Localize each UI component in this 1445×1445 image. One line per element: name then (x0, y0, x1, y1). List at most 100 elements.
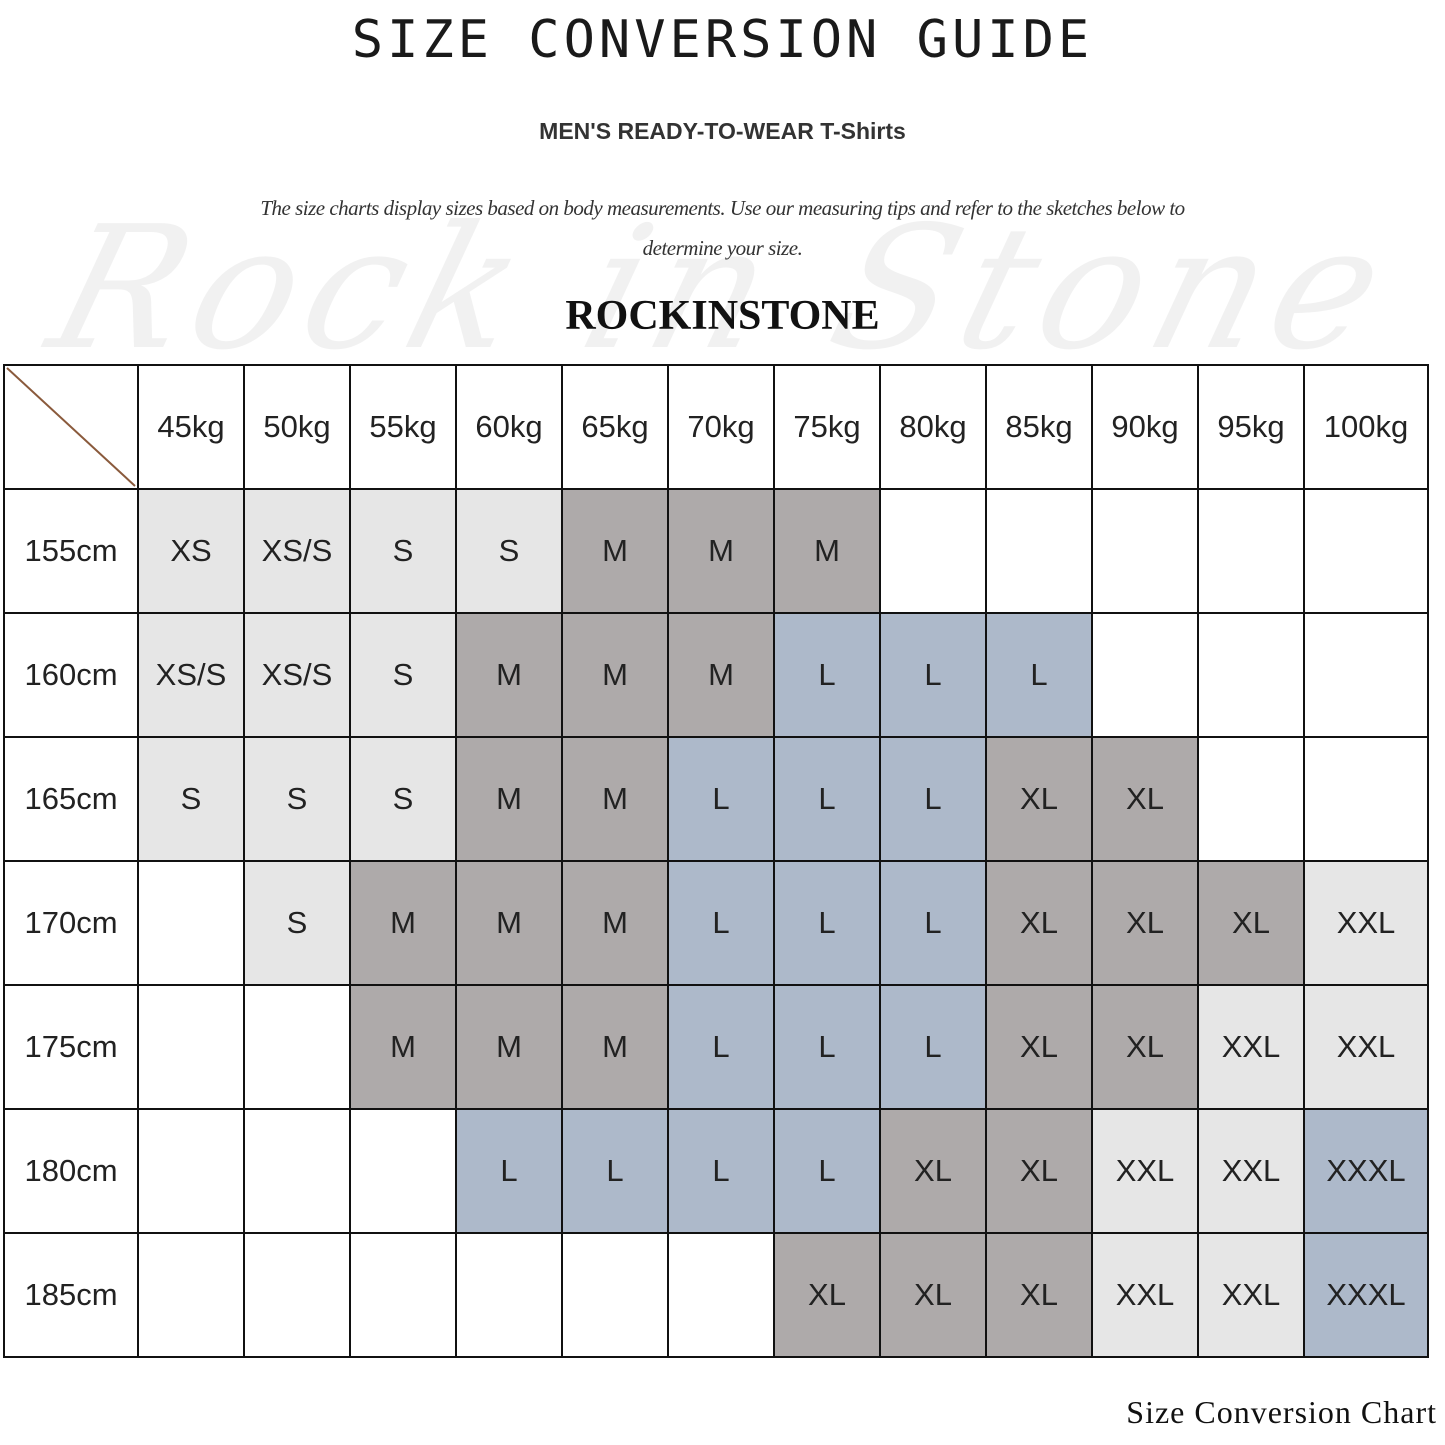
size-cell: M (561, 612, 669, 738)
column-header: 95kg (1197, 364, 1305, 490)
row-header: 155cm (3, 488, 139, 614)
size-cell (1091, 612, 1199, 738)
size-cell: XL (1091, 736, 1199, 862)
size-cell (137, 860, 245, 986)
size-cell: XS/S (137, 612, 245, 738)
size-cell: XXL (1303, 860, 1429, 986)
size-cell: XL (773, 1232, 881, 1358)
size-cell: M (561, 736, 669, 862)
size-cell: L (561, 1108, 669, 1234)
size-cell (561, 1232, 669, 1358)
size-cell: XL (879, 1232, 987, 1358)
size-table: 45kg 50kg 55kg 60kg 65kg 70kg 75kg 80kg 85kg 90kg… (3, 364, 1429, 1358)
size-cell: L (455, 1108, 563, 1234)
size-cell: XL (985, 1108, 1093, 1234)
size-cell: XS/S (243, 488, 351, 614)
table-row: 155cm XS XS/S S S M M M (3, 488, 1429, 614)
size-cell: M (561, 860, 669, 986)
size-cell (243, 984, 351, 1110)
table-row: 180cm L L L L XL XL XXL XXL XXXL (3, 1108, 1429, 1234)
size-cell: L (879, 736, 987, 862)
size-cell (349, 1108, 457, 1234)
size-cell (137, 1108, 245, 1234)
size-cell: XL (879, 1108, 987, 1234)
size-cell: M (773, 488, 881, 614)
size-cell (137, 1232, 245, 1358)
size-cell: M (667, 488, 775, 614)
size-cell: XXXL (1303, 1108, 1429, 1234)
size-cell (879, 488, 987, 614)
column-header: 75kg (773, 364, 881, 490)
size-cell: M (349, 984, 457, 1110)
row-header: 185cm (3, 1232, 139, 1358)
column-header: 50kg (243, 364, 351, 490)
column-header: 85kg (985, 364, 1093, 490)
column-header: 100kg (1303, 364, 1429, 490)
size-cell (1091, 488, 1199, 614)
brand-name: ROCKINSTONE (565, 293, 880, 339)
column-header: 80kg (879, 364, 987, 490)
size-cell (349, 1232, 457, 1358)
size-cell: M (455, 612, 563, 738)
size-cell: L (879, 612, 987, 738)
header-row: 45kg 50kg 55kg 60kg 65kg 70kg 75kg 80kg 85kg 90kg… (3, 364, 1429, 490)
size-cell (1197, 612, 1305, 738)
size-cell: L (773, 1108, 881, 1234)
size-cell: L (773, 984, 881, 1110)
size-cell: XS/S (243, 612, 351, 738)
column-header: 70kg (667, 364, 775, 490)
size-cell (985, 488, 1093, 614)
table-row: 170cm S M M M L L L XL XL XL XXL (3, 860, 1429, 986)
size-cell: S (243, 736, 351, 862)
column-header: 60kg (455, 364, 563, 490)
size-cell: XXL (1197, 1108, 1305, 1234)
size-cell: XXL (1197, 1232, 1305, 1358)
size-cell (1303, 612, 1429, 738)
size-cell: L (667, 984, 775, 1110)
table-row: 160cm XS/S XS/S S M M M L L L (3, 612, 1429, 738)
table-row: 185cm XL XL XL XXL XXL XXXL (3, 1232, 1429, 1358)
size-cell: XXL (1091, 1108, 1199, 1234)
size-cell: L (879, 984, 987, 1110)
size-cell: L (773, 612, 881, 738)
size-cell (1303, 736, 1429, 862)
size-cell: M (561, 488, 669, 614)
column-header: 65kg (561, 364, 669, 490)
row-header: 165cm (3, 736, 139, 862)
size-cell: XL (985, 860, 1093, 986)
size-cell: S (137, 736, 245, 862)
size-cell: XL (1091, 860, 1199, 986)
size-cell: L (667, 736, 775, 862)
size-cell: L (667, 860, 775, 986)
diagonal-line (6, 367, 136, 487)
size-cell: XL (985, 736, 1093, 862)
size-cell: XL (985, 1232, 1093, 1358)
size-cell: M (561, 984, 669, 1110)
size-cell: M (349, 860, 457, 986)
column-header: 90kg (1091, 364, 1199, 490)
size-cell: S (349, 736, 457, 862)
corner-cell (3, 364, 139, 490)
size-cell: M (455, 860, 563, 986)
size-cell: XXXL (1303, 1232, 1429, 1358)
row-header: 175cm (3, 984, 139, 1110)
subtitle: MEN'S READY-TO-WEAR T-Shirts (539, 118, 906, 144)
column-header: 55kg (349, 364, 457, 490)
size-cell: S (349, 488, 457, 614)
table-row: 165cm S S S M M L L L XL XL (3, 736, 1429, 862)
description: The size charts display sizes based on b… (260, 196, 1185, 260)
size-cell: XL (1091, 984, 1199, 1110)
row-header: 170cm (3, 860, 139, 986)
size-cell (1197, 736, 1305, 862)
size-cell (455, 1232, 563, 1358)
size-cell: XXL (1091, 1232, 1199, 1358)
size-cell (243, 1232, 351, 1358)
size-cell (137, 984, 245, 1110)
size-cell (1303, 488, 1429, 614)
size-cell: L (773, 736, 881, 862)
size-cell: L (985, 612, 1093, 738)
size-cell (243, 1108, 351, 1234)
column-header: 45kg (137, 364, 245, 490)
caption: Size Conversion Chart (1126, 1394, 1437, 1430)
size-cell (1197, 488, 1305, 614)
